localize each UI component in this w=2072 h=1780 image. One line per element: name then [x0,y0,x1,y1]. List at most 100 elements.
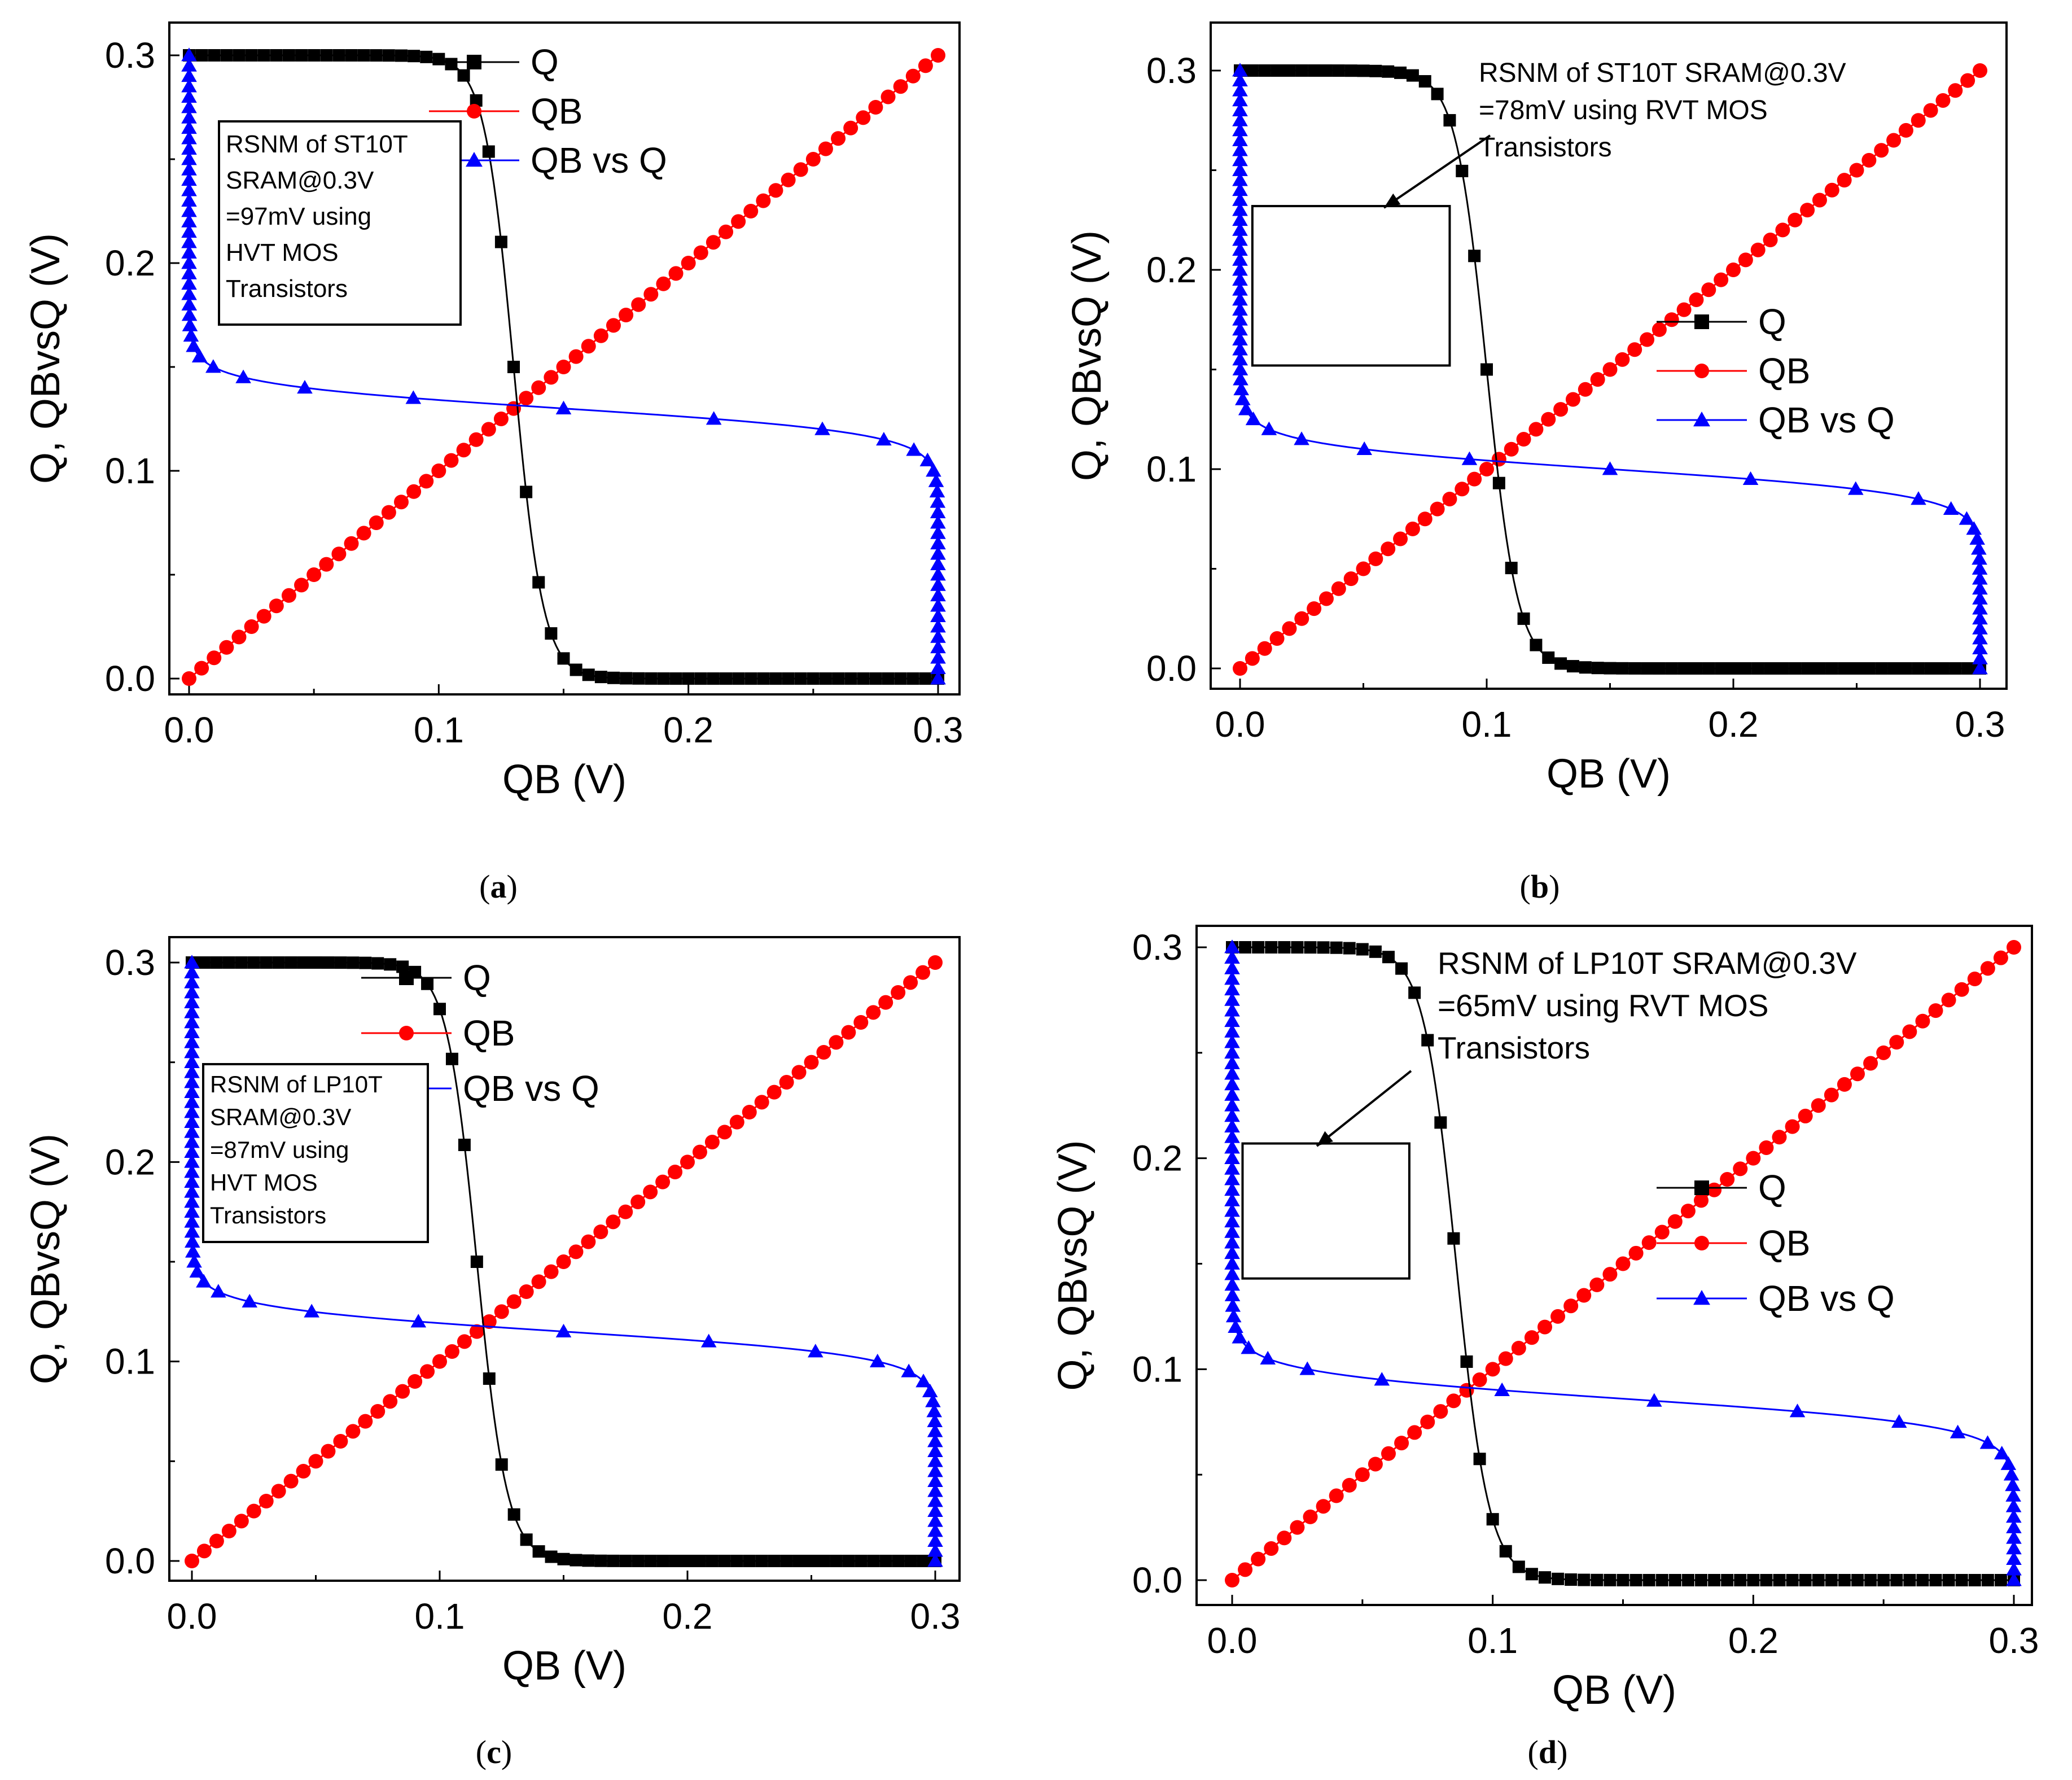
x-axis-label: QB (V) [1552,1668,1676,1713]
q-point [1825,662,1838,675]
qb-vs-q-point [242,1293,258,1308]
qb-point [668,266,684,281]
q-point [1665,662,1678,675]
qb-point [1602,1267,1618,1282]
q-point [632,672,645,685]
qb-point [593,1224,608,1239]
q-point [345,49,358,62]
qb-point [244,619,259,634]
qb-point [306,567,322,582]
q-point [1356,943,1369,956]
qb-point [269,598,284,614]
x-tick-label: 0.0 [1207,1620,1258,1661]
qb-vs-q-point [191,348,208,362]
series-qb-vs-q [1224,939,2022,1586]
qb-point [1565,392,1580,407]
qb-vs-q-point [1232,63,1248,77]
q-point [882,672,895,685]
qb-point [506,1294,522,1309]
annotation-line: =97mV using [226,203,371,230]
q-point [1591,662,1604,675]
qb-vs-q-point [181,265,197,279]
qb-point [1251,1551,1266,1567]
q-point [1239,941,1252,954]
qb-vs-q-point [1224,1066,1240,1080]
qb-point [1980,961,1995,976]
qb-point [1405,521,1420,536]
legend-label: QB vs Q [463,1068,599,1109]
y-tick-label: 0.2 [1132,1138,1182,1179]
q-point [1616,662,1629,675]
qb-vs-q-point [184,964,200,979]
qb-point [743,204,759,218]
qb-point [1394,1436,1409,1451]
q-point [732,672,745,685]
qb-vs-q-point [1847,481,1864,495]
qb-vs-q-point [184,1084,200,1099]
qb-vs-q-point [1294,431,1309,445]
qb-vs-q-point [930,588,946,602]
qb-point [606,318,621,333]
qb-vs-q-point [1232,322,1248,336]
qb-vs-q-point [1959,511,1975,525]
qb-point [1701,282,1716,298]
qb-point [1676,302,1692,317]
qb-vs-q-point [1232,152,1248,167]
qb-vs-q-point [184,1054,200,1069]
q-point [867,1555,880,1567]
q-point [768,1555,781,1567]
q-point [1330,941,1343,954]
q-point [370,49,383,62]
qb-point [1511,1340,1526,1355]
q-point [743,1555,756,1567]
qb-point [581,1234,596,1249]
q-point [282,49,295,62]
q-point [210,956,223,969]
q-point [594,1554,607,1567]
annotation-line: Transistors [210,1202,326,1228]
qb-vs-q-point [1235,391,1251,405]
qb-vs-q-point [1232,331,1248,345]
qb-vs-q-point [1224,1097,1240,1112]
qb-vs-q-point [184,1044,200,1059]
rsnm-annotation: RSNM of LP10T SRAM@0.3V =65mV using RVT M… [1241,946,1857,1280]
qb-point [1282,621,1297,636]
qb-vs-q-point [1742,471,1759,485]
qb-point [866,1005,881,1020]
qb-point [781,172,796,187]
q-point [1460,1355,1473,1368]
x-tick-label: 0.3 [913,710,963,750]
qb-point [918,58,933,73]
qb-vs-q-point [181,130,197,145]
qb-vs-q-point [2006,1530,2022,1544]
q-point [458,1138,471,1151]
q-point [917,1555,930,1567]
q-point [657,672,670,685]
qb-point [468,432,484,447]
y-tick-label: 0.0 [1132,1560,1182,1600]
q-point [432,53,445,65]
qb-vs-q-point [2006,1551,2022,1565]
qb-vs-q-point [183,328,199,342]
y-axis-label: Q, QBvsQ (V) [23,233,68,484]
qb-vs-q-point [2006,1562,2022,1576]
qb-vs-q-point [2006,1519,2022,1533]
caption-letter: a [490,868,507,905]
annotation-line: =87mV using [210,1136,349,1163]
qb-vs-q-point [1374,1372,1390,1386]
q-point [1916,1574,1929,1586]
q-point [1708,1573,1721,1586]
q-point [1291,941,1304,954]
q-point [1499,1545,1512,1558]
qb-point [1874,143,1889,158]
qb-vs-q-point [1224,1171,1240,1186]
y-tick-label: 0.2 [105,243,155,283]
qb-point [231,629,247,645]
annotation-arrowhead [1384,193,1401,208]
qb-point [618,1204,633,1219]
qb-point [1615,352,1630,367]
caption-letter: c [487,1734,501,1770]
qb-point [444,1344,459,1359]
qb-vs-q-point [927,1473,943,1488]
